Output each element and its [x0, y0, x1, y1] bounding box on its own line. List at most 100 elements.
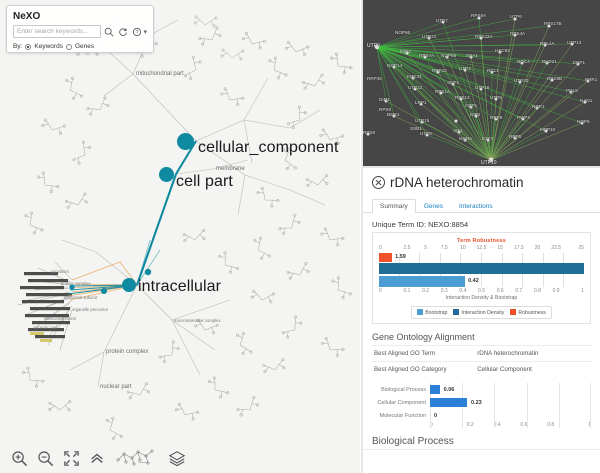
gene-node-utp8[interactable]: UTP8	[420, 131, 432, 136]
gene-node-utp5[interactable]: UTP5	[490, 95, 502, 100]
radio-genes[interactable]	[65, 43, 72, 50]
gene-node-rpl4a[interactable]: RPL4A	[540, 41, 555, 46]
gene-node-lrp1[interactable]: LRP1	[415, 100, 427, 105]
layers-icon[interactable]	[168, 449, 186, 467]
gene-node-esf1[interactable]: ESF1	[482, 136, 494, 141]
ontology-tree-graph[interactable]	[0, 0, 360, 473]
row-value: rDNA heterochromatin	[477, 350, 539, 357]
gene-node-hsc82[interactable]: HSC82	[495, 48, 510, 53]
refresh-icon[interactable]	[117, 25, 129, 38]
gene-node-utp22[interactable]: UTP22	[408, 85, 423, 90]
bar-bootstrap: 0.42	[379, 275, 584, 287]
go-bar-track: 0	[430, 409, 591, 422]
radio-keywords[interactable]	[25, 43, 32, 50]
chevron-down-icon[interactable]: ▾	[143, 28, 147, 36]
gene-node-utp21[interactable]: UTP21	[422, 34, 437, 39]
node-label-ribosomal-subunit: ribosomal subunit	[64, 295, 97, 300]
close-icon[interactable]	[372, 176, 385, 189]
gene-node-dim1[interactable]: DIM1	[379, 97, 390, 102]
gene-node-noc4[interactable]: NOC4	[517, 59, 530, 64]
help-icon[interactable]: ?	[131, 25, 143, 38]
gene-node-ssa1[interactable]: SSA1	[466, 53, 478, 58]
gene-node-krr1[interactable]: KRR1	[585, 77, 598, 82]
go-x-axis: 0 0.2 0.4 0.6 0.8 1	[430, 422, 591, 428]
ontology-tree-view[interactable]: cellular_component cell part intracellul…	[0, 0, 360, 473]
gene-node-msn5[interactable]: MSN5	[459, 136, 472, 141]
zoom-in-icon[interactable]	[10, 449, 28, 467]
node-label-cell-part: cell part	[176, 173, 233, 190]
gene-node-rps13[interactable]: RPS13	[455, 95, 470, 100]
gene-node-rps8[interactable]: RPS8	[363, 130, 376, 135]
gene-node-utp20[interactable]: UTP20	[514, 78, 529, 83]
gene-node-pwp2[interactable]: PWP2	[517, 115, 531, 120]
gene-node-nop1[interactable]: NOP1	[532, 104, 545, 109]
gene-node-enp1[interactable]: ENP1	[573, 60, 586, 65]
gene-node-dip2[interactable]: DIP2	[470, 112, 481, 117]
gene-node-utp18[interactable]: UTP18	[475, 85, 490, 90]
node-cell-part[interactable]	[159, 167, 174, 182]
gene-node-utp7[interactable]: UTP7	[436, 18, 448, 23]
tab-interactions[interactable]: Interactions	[458, 203, 493, 210]
gene-node-utp6[interactable]: UTP6	[510, 14, 522, 19]
gene-node-rps22a[interactable]: RPS22A	[475, 34, 493, 39]
gene-node-utp15[interactable]: UTP15	[415, 118, 430, 123]
gene-node-rps6[interactable]: RPS6	[379, 107, 392, 112]
legend-item-interaction-density: Interaction Density	[453, 309, 504, 316]
view-toolbar	[0, 443, 360, 473]
gene-node-utp9[interactable]: UTP9	[367, 43, 380, 49]
gene-node-utp4[interactable]: UTP4	[459, 66, 471, 71]
gene-node-sof1[interactable]: SOF1	[447, 80, 459, 85]
node-label-mitochondrial-part: mitochondrial part	[136, 71, 184, 77]
search-input[interactable]	[13, 25, 101, 38]
gene-node-rps4a[interactable]: RPS4A	[510, 31, 526, 36]
gene-node-rrp9[interactable]: RRP9	[490, 115, 503, 120]
node-cellular-component[interactable]	[177, 133, 194, 150]
gene-node-rrp45[interactable]: RRP45	[367, 76, 382, 81]
by-label: By:	[13, 43, 23, 50]
collapse-icon[interactable]	[88, 449, 106, 467]
search-icon[interactable]	[103, 25, 115, 38]
gene-node-utp13[interactable]: UTP13	[567, 40, 582, 45]
node-intracellular[interactable]	[122, 278, 136, 292]
gene-node-imp3[interactable]: IMP3	[400, 49, 411, 54]
row-key: Best Aligned GO Category	[374, 366, 447, 373]
tab-summary[interactable]: Summary	[372, 199, 416, 213]
gene-node-bud21[interactable]: BUD21	[542, 59, 557, 64]
gene-node-ssb1[interactable]: SSB1	[410, 126, 422, 131]
gene-node-nop56[interactable]: NOP56	[395, 30, 411, 35]
gene-node-nan1[interactable]: NAN1	[580, 98, 593, 103]
bar-interaction-density	[379, 263, 584, 274]
zoom-out-icon[interactable]	[36, 449, 54, 467]
gene-node-nop6[interactable]: NOP6	[577, 119, 590, 124]
gene-node-rrp5[interactable]: RRP5	[509, 134, 522, 139]
gene-node-rcl1[interactable]: RCL1	[487, 68, 499, 73]
tick: 10	[460, 245, 466, 251]
gene-node-utp10[interactable]: UTP10	[481, 160, 497, 166]
gene-node-rps8a[interactable]: RPS8A	[471, 13, 487, 18]
gene-node-rrp12[interactable]: RRP12	[432, 68, 447, 73]
radio-genes-label: Genes	[74, 43, 95, 50]
gene-node-mpp10[interactable]: MPP10	[540, 127, 556, 132]
go-bar-track: 0.23	[430, 396, 591, 409]
tick: 12.5	[476, 245, 487, 251]
gene-node-rps9b[interactable]: RPS9B	[547, 76, 563, 81]
fit-screen-icon[interactable]	[62, 449, 80, 467]
gene-node-nop14[interactable]: NOP14	[387, 63, 403, 68]
gene-node-rps1a[interactable]: RPS1A	[435, 89, 451, 94]
gene-node-kre33[interactable]: KRE33	[407, 74, 422, 79]
tick: 0.6	[520, 422, 528, 428]
gene-node-nop58[interactable]: NOP58	[441, 53, 457, 58]
gene-interaction-network[interactable]: UTP9 NOP56 UTP7 RPS8A UTP6 RPS17B UTP21 …	[361, 0, 600, 168]
node-label-membrane: membrane	[216, 166, 245, 172]
tab-genes[interactable]: Genes	[423, 203, 443, 210]
gene-node-cbf5[interactable]: CBF5	[465, 103, 477, 108]
gene-node-bms1[interactable]: BMS1	[387, 112, 400, 117]
node-label-cellular-component: cellular_component	[198, 139, 339, 156]
page-title: rDNA heterochromatin	[390, 175, 524, 190]
gene-network-graph[interactable]	[363, 0, 600, 168]
go-category-label: Biological Process	[381, 386, 426, 393]
gene-node-rps17b[interactable]: RPS17B	[544, 21, 562, 26]
gene-node-rps7a[interactable]: RPS7A	[419, 53, 435, 58]
gene-node-sik1[interactable]: SIK1	[453, 128, 463, 133]
gene-node-pol5[interactable]: POL5	[566, 88, 578, 93]
